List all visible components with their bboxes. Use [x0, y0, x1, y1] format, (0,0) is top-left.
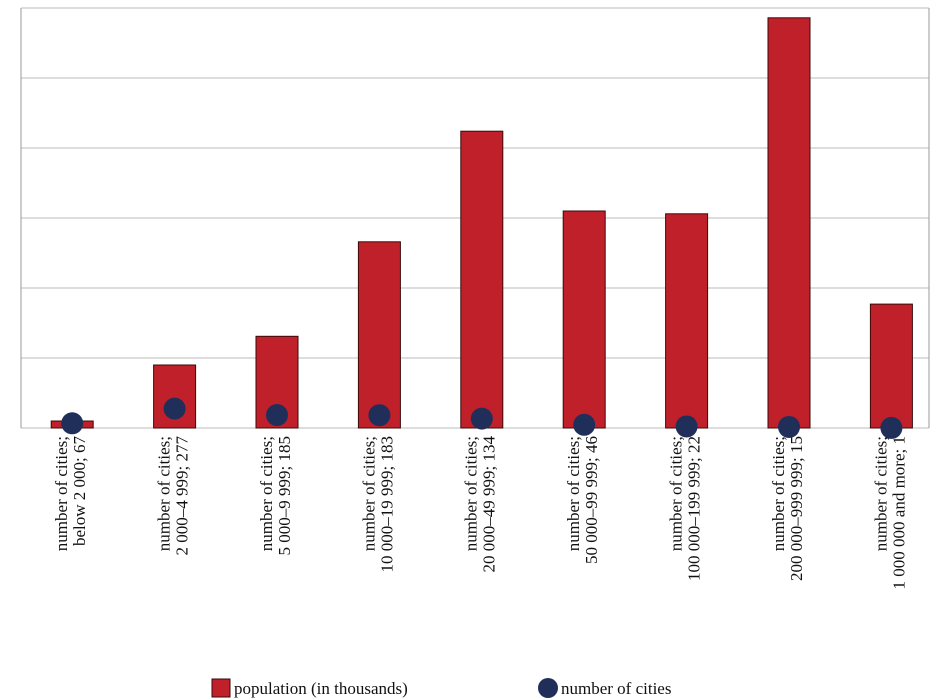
bar — [562, 210, 606, 429]
x-tick-label: number of cities; — [769, 436, 788, 551]
x-tick-label: below 2 000; 67 — [70, 436, 89, 547]
legend-label: population (in thousands) — [234, 679, 408, 698]
dot — [61, 412, 84, 435]
x-tick-label: number of cities; — [155, 436, 174, 551]
legend-swatch — [538, 678, 558, 698]
x-tick-label: number of cities; — [462, 436, 481, 551]
legend-swatch — [211, 678, 231, 698]
dot — [163, 397, 186, 420]
bar — [357, 241, 401, 429]
bar — [767, 17, 811, 429]
x-tick-label: number of cities; — [871, 436, 890, 551]
x-tick-label: 100 000–199 999; 22 — [685, 436, 704, 581]
dot — [470, 407, 493, 430]
legend-label: number of cities — [561, 679, 671, 698]
x-tick-label: 50 000–99 999; 46 — [582, 436, 601, 564]
x-tick-label: 2 000–4 999; 277 — [173, 436, 192, 556]
bar — [869, 303, 913, 429]
dot — [675, 415, 698, 438]
bar — [665, 213, 709, 429]
bar — [460, 130, 504, 429]
dot — [573, 413, 596, 436]
dot — [266, 404, 288, 427]
dot — [880, 416, 903, 439]
x-tick-label: number of cities; — [52, 436, 71, 551]
dot — [778, 415, 800, 438]
x-tick-label: 5 000–9 999; 185 — [275, 436, 294, 555]
dot — [368, 404, 391, 427]
x-tick-label: 20 000–49 999; 134 — [480, 436, 499, 573]
x-tick-label: 200 000–999 999; 15 — [787, 436, 806, 581]
x-tick-label: number of cities; — [359, 436, 378, 551]
x-tick-label: number of cities; — [667, 436, 686, 551]
x-tick-label: 10 000–19 999; 183 — [377, 436, 396, 572]
x-tick-label: number of cities; — [257, 436, 276, 551]
x-tick-label: number of cities; — [564, 436, 583, 551]
x-tick-label: 1 000 000 and more; 1 — [889, 436, 908, 589]
